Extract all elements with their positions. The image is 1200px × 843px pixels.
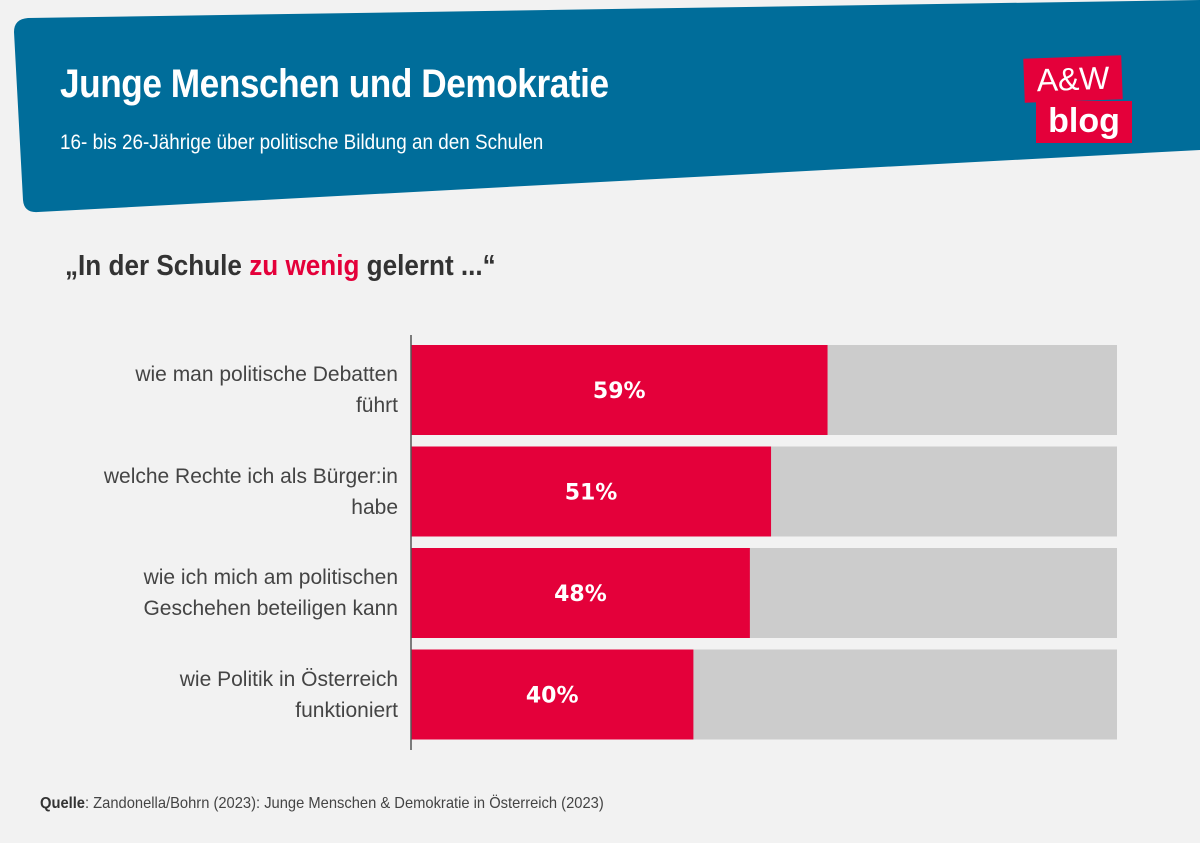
category-label-line: wie Politik in Österreich xyxy=(179,667,398,691)
page-title: Junge Menschen und Demokratie xyxy=(60,62,609,106)
source-note: Quelle: Zandonella/Bohrn (2023): Junge M… xyxy=(40,795,604,813)
header-banner xyxy=(14,0,1200,213)
category-label: wie Politik in Österreich funktioniert xyxy=(38,664,398,726)
data-label: 48% xyxy=(554,582,607,607)
category-label-line: wie man politische Debatten xyxy=(135,363,398,386)
logo-blog: blog xyxy=(1036,101,1132,143)
page-subtitle: 16- bis 26-Jährige über politische Bildu… xyxy=(60,131,544,154)
data-label: 51% xyxy=(565,481,618,506)
bar-value xyxy=(411,345,828,435)
question-highlight: zu wenig xyxy=(249,250,360,282)
bar-value xyxy=(411,649,694,740)
bar-value xyxy=(411,446,772,537)
category-label-line: welche Rechte ich als Bürger:in xyxy=(103,464,398,488)
category-label: wie man politische Debatten führt xyxy=(38,359,398,421)
source-label: Quelle xyxy=(40,795,85,812)
question-prefix: „In der Schule xyxy=(65,250,250,282)
category-label: welche Rechte ich als Bürger:in habe xyxy=(38,461,398,523)
category-label-line: habe xyxy=(351,495,398,519)
data-label: 59% xyxy=(593,379,646,404)
category-label-line: funktioniert xyxy=(295,698,398,722)
bar-value xyxy=(411,548,750,638)
category-label-line: wie ich mich am politischen xyxy=(143,566,398,589)
category-label: wie ich mich am politischen Geschehen bet… xyxy=(38,562,398,624)
category-label-line: führt xyxy=(355,394,398,417)
chart-question: „In der Schule zu wenig gelernt ...“ xyxy=(65,250,496,283)
question-suffix: gelernt ...“ xyxy=(359,250,496,282)
data-label: 40% xyxy=(526,684,579,709)
category-label-line: Geschehen beteiligen kann xyxy=(143,597,398,620)
source-text: : Zandonella/Bohrn (2023): Junge Mensche… xyxy=(84,795,604,812)
